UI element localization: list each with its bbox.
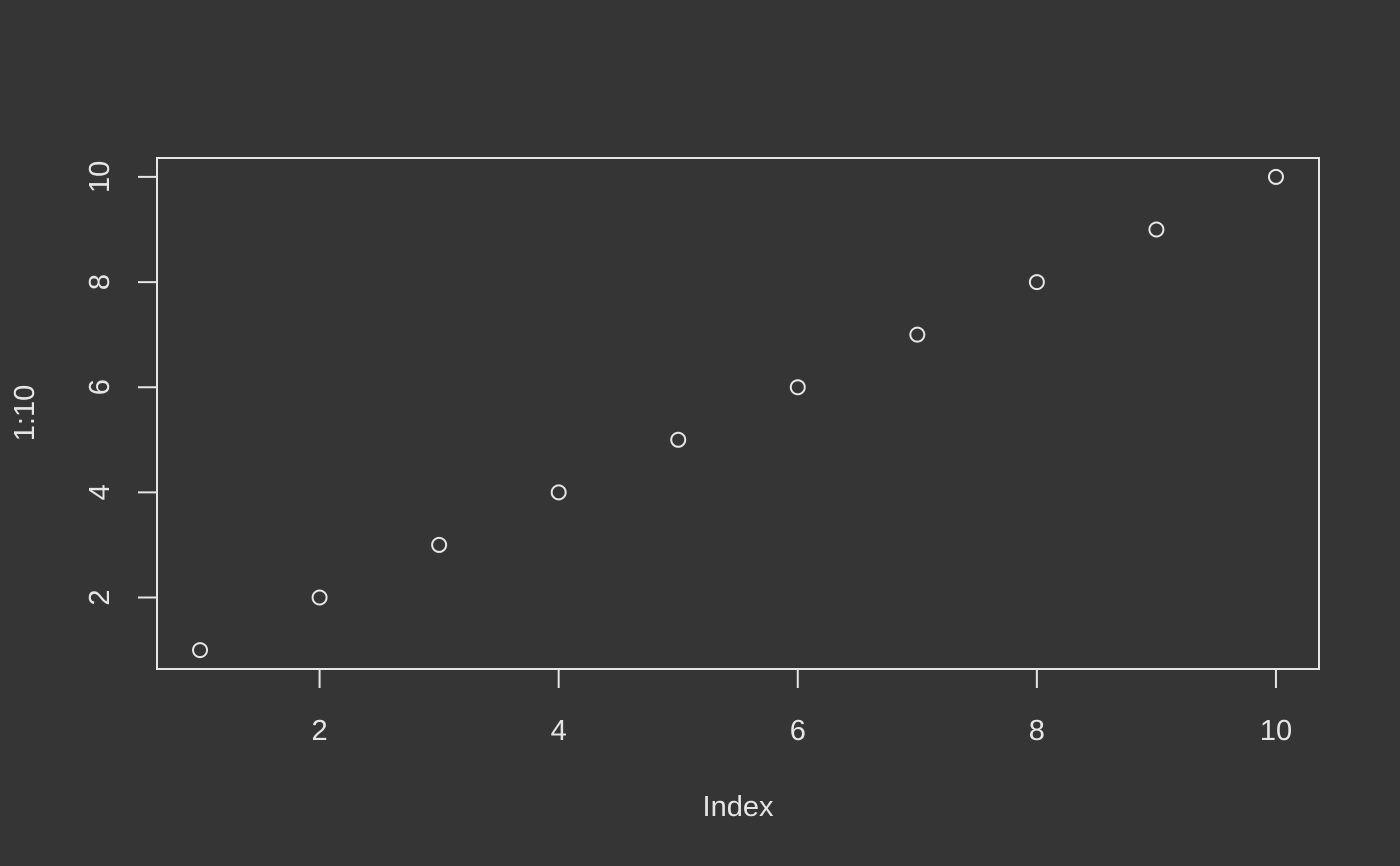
y-tick-label: 6 xyxy=(84,379,116,395)
y-tick-label: 4 xyxy=(84,484,116,500)
data-point xyxy=(550,484,567,501)
data-point xyxy=(1148,221,1165,238)
y-tick-label: 2 xyxy=(84,589,116,605)
x-tick-label: 6 xyxy=(790,715,806,747)
data-point xyxy=(670,431,687,448)
data-point xyxy=(311,589,328,606)
data-point xyxy=(1267,168,1284,185)
data-point xyxy=(192,642,209,659)
y-axis: 2 4 6 8 10 xyxy=(84,161,157,606)
plot-frame xyxy=(156,157,1320,670)
x-tick-label: 10 xyxy=(1260,715,1292,747)
data-point xyxy=(789,379,806,396)
data-points xyxy=(192,168,1284,659)
y-tick-label: 10 xyxy=(84,161,116,193)
x-axis-label: Index xyxy=(703,791,774,823)
data-point xyxy=(909,326,926,343)
y-axis-label: 1:10 xyxy=(9,385,41,441)
data-point xyxy=(431,536,448,553)
x-tick-label: 2 xyxy=(312,715,328,747)
y-tick-label: 8 xyxy=(84,274,116,290)
data-point xyxy=(1028,274,1045,291)
x-tick-label: 4 xyxy=(551,715,567,747)
x-axis: 2 4 6 8 10 xyxy=(312,669,1292,747)
x-tick-label: 8 xyxy=(1029,715,1045,747)
